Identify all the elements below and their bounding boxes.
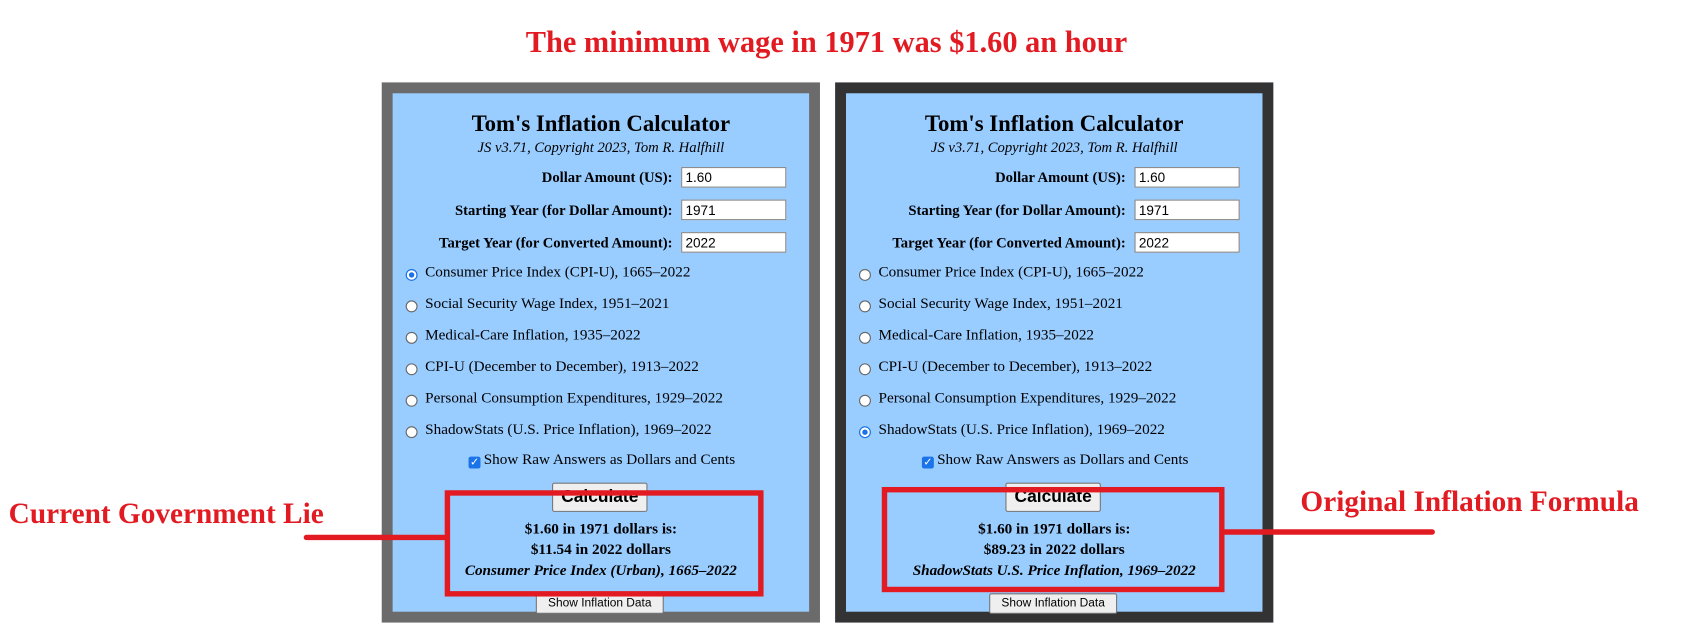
field-label: Target Year (for Converted Amount): xyxy=(439,234,673,251)
calculator-panel: Tom's Inflation Calculator JS v3.71, Copy… xyxy=(381,82,820,623)
result-line: $89.23 in 2022 dollars xyxy=(983,542,1125,559)
result-line: ShadowStats U.S. Price Inflation, 1969–2… xyxy=(912,562,1196,580)
field-label: Target Year (for Converted Amount): xyxy=(892,234,1126,251)
annotation: Original Inflation Formula xyxy=(1300,484,1639,518)
radio-button[interactable] xyxy=(859,394,871,407)
radio-label: CPI-U (December to December), 1913–2022 xyxy=(878,359,1153,376)
radio-button[interactable] xyxy=(405,300,418,313)
radio-button[interactable] xyxy=(859,331,871,344)
inflation-data-button[interactable]: Show Inflation Data xyxy=(989,593,1118,614)
radio-label: Medical-Care Inflation, 1935–2022 xyxy=(425,327,641,344)
radio-button[interactable] xyxy=(405,426,418,439)
checkbox-label: Show Raw Answers as Dollars and Cents xyxy=(937,452,1189,469)
field-label: Starting Year (for Dollar Amount): xyxy=(908,201,1126,219)
text-input[interactable]: 1971 xyxy=(681,199,787,221)
field-label: Starting Year (for Dollar Amount): xyxy=(455,201,673,219)
page-title: The minimum wage in 1971 was $1.60 an ho… xyxy=(525,26,1128,60)
calculator-panel: Tom's Inflation Calculator JS v3.71, Copy… xyxy=(835,82,1274,623)
checkbox[interactable]: ✓ xyxy=(468,456,481,469)
text-input[interactable]: 1971 xyxy=(1134,199,1240,221)
radio-label: Consumer Price Index (CPI-U), 1665–2022 xyxy=(425,264,691,281)
radio-button[interactable] xyxy=(405,363,418,376)
radio-button[interactable] xyxy=(405,268,418,281)
field-label: Dollar Amount (US): xyxy=(995,169,1126,186)
result-line: $11.54 in 2022 dollars xyxy=(530,542,671,559)
radio-button[interactable] xyxy=(859,426,871,439)
result-line: $1.60 in 1971 dollars is: xyxy=(524,521,678,538)
radio-label: Personal Consumption Expenditures, 1929–… xyxy=(878,390,1177,407)
text-input[interactable]: 2022 xyxy=(681,232,787,253)
text-input[interactable]: 2022 xyxy=(1134,232,1240,253)
field-label: Dollar Amount (US): xyxy=(541,169,673,186)
pointer-line xyxy=(303,534,447,541)
result-line: $1.60 in 1971 dollars is: xyxy=(978,521,1131,538)
checkbox-label: Show Raw Answers as Dollars and Cents xyxy=(483,452,736,469)
text-input[interactable]: 1.60 xyxy=(1134,167,1240,188)
calculator-heading: Tom's Inflation Calculator xyxy=(471,110,731,137)
text-input[interactable]: 1.60 xyxy=(681,167,787,188)
radio-label: Consumer Price Index (CPI-U), 1665–2022 xyxy=(878,264,1144,281)
radio-label: ShadowStats (U.S. Price Inflation), 1969… xyxy=(425,421,712,439)
radio-label: Medical-Care Inflation, 1935–2022 xyxy=(878,327,1095,344)
radio-button[interactable] xyxy=(859,268,871,281)
radio-label: ShadowStats (U.S. Price Inflation), 1969… xyxy=(878,421,1165,439)
radio-label: Social Security Wage Index, 1951–2021 xyxy=(425,296,670,313)
calculator-subtitle: JS v3.71, Copyright 2023, Tom R. Halfhil… xyxy=(477,138,725,156)
radio-label: Personal Consumption Expenditures, 1929–… xyxy=(425,390,723,407)
calculator-heading: Tom's Inflation Calculator xyxy=(924,110,1184,137)
radio-button[interactable] xyxy=(405,331,418,344)
radio-label: Social Security Wage Index, 1951–2021 xyxy=(878,296,1123,313)
checkbox[interactable]: ✓ xyxy=(921,456,934,469)
radio-button[interactable] xyxy=(859,363,871,376)
pointer-line xyxy=(1222,529,1435,535)
highlight-box xyxy=(881,486,1225,593)
radio-button[interactable] xyxy=(405,394,418,407)
radio-label: CPI-U (December to December), 1913–2022 xyxy=(425,359,699,376)
calculator-subtitle: JS v3.71, Copyright 2023, Tom R. Halfhil… xyxy=(930,138,1178,156)
result-line: Consumer Price Index (Urban), 1665–2022 xyxy=(464,562,737,580)
annotation: Current Government Lie xyxy=(8,496,324,530)
highlight-box xyxy=(444,490,764,597)
radio-button[interactable] xyxy=(859,300,871,313)
